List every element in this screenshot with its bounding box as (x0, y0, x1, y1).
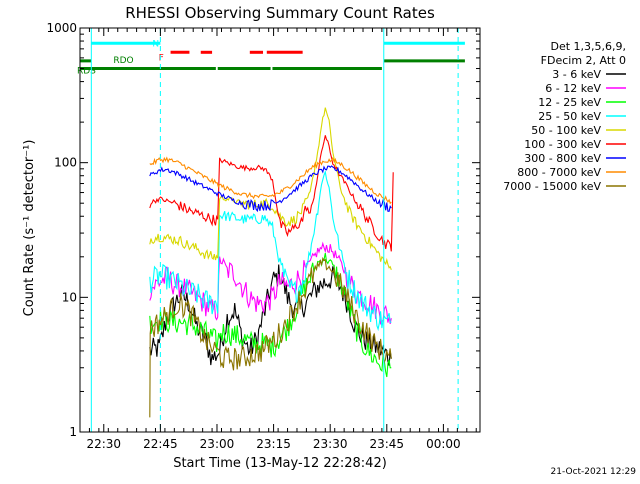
legend-label-100-300-kev: 100 - 300 keV (524, 138, 601, 151)
vertical-lines-group (90, 28, 459, 432)
legend-label-800-7000-kev: 800 - 7000 keV (517, 166, 601, 179)
x-axis-label: Start Time (13-May-12 22:28:42) (173, 456, 387, 471)
data-series-group (149, 107, 394, 418)
y-tick-label: 100 (54, 156, 77, 170)
series-line-25-50-kev (149, 170, 392, 332)
legend-header-line: FDecim 2, Att 0 (541, 54, 626, 67)
y-tick-label: 1 (69, 425, 77, 439)
x-tick-label: 22:30 (86, 437, 121, 451)
legend-label-25-50-kev: 25 - 50 keV (538, 110, 601, 123)
series-line-300-800-kev (149, 165, 392, 213)
x-tick-label: 23:45 (369, 437, 404, 451)
series-line-6-12-kev (149, 241, 392, 326)
legend-header-line: Det 1,3,5,6,9, (550, 40, 626, 53)
legend-label-7000-15000-kev: 7000 - 15000 keV (503, 180, 601, 193)
state-bars-group: NF RDO RDS (77, 39, 465, 77)
y-tick-label: 10 (62, 290, 77, 304)
legend-label-300-800-kev: 300 - 800 keV (524, 152, 601, 165)
state-label-rds: RDS (77, 67, 96, 77)
x-tick-label: 23:30 (313, 437, 348, 451)
date-stamp: 21-Oct-2021 12:29 (551, 467, 637, 477)
x-tick-label: 00:00 (426, 437, 461, 451)
y-tick-label: 1000 (46, 21, 77, 35)
series-line-800-7000-kev (149, 156, 392, 205)
x-tick-label: 23:15 (256, 437, 291, 451)
state-label-n: N (152, 39, 159, 49)
series-line-100-300-kev (149, 135, 394, 252)
legend-label-3-6-kev: 3 - 6 keV (552, 68, 601, 81)
legend-label-50-100-kev: 50 - 100 keV (531, 124, 601, 137)
x-tick-label: 23:00 (200, 437, 235, 451)
legend-label-12-25-kev: 12 - 25 keV (538, 96, 601, 109)
legend: Det 1,3,5,6,9,FDecim 2, Att 03 - 6 keV6 … (503, 40, 626, 193)
x-tick-label: 22:45 (143, 437, 178, 451)
state-label-rdo: RDO (113, 56, 133, 66)
series-line-50-100-kev (149, 107, 392, 270)
y-axis-label: Count Rate (s⁻¹ detector⁻¹) (22, 140, 37, 317)
plot-frame (79, 27, 481, 433)
series-line-7000-15000-kev (149, 256, 392, 418)
axes-group: 22:30 22:45 23:00 23:15 23:30 23:45 00:00 1 10 10… (46, 21, 481, 451)
chart-title: RHESSI Observing Summary Count Rates (125, 4, 435, 22)
state-label-f: F (159, 53, 164, 63)
legend-label-6-12-kev: 6 - 12 keV (545, 82, 601, 95)
